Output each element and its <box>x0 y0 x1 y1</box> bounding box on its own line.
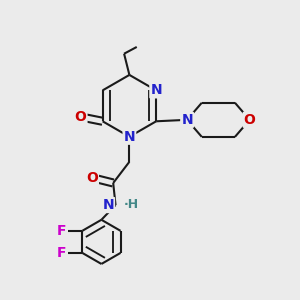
Text: ·H: ·H <box>124 198 139 211</box>
Text: F: F <box>57 224 66 238</box>
Text: O: O <box>75 110 86 124</box>
Text: O: O <box>86 171 98 185</box>
Text: O: O <box>244 113 256 127</box>
Text: N: N <box>181 113 193 127</box>
Text: N: N <box>150 83 162 98</box>
Text: N: N <box>124 130 135 144</box>
Text: N: N <box>103 198 114 212</box>
Text: F: F <box>57 246 66 260</box>
